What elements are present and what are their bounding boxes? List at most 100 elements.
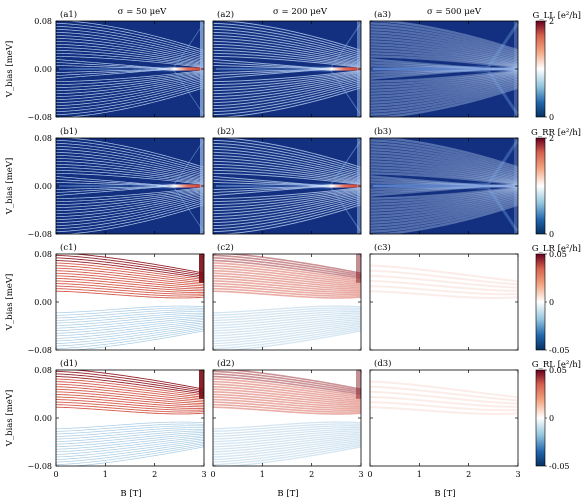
- resonance-line: [213, 40, 361, 64]
- band-edge-line: [213, 185, 361, 233]
- positive-line: [56, 378, 204, 397]
- positive-line: [213, 267, 361, 284]
- negative-line: [224, 446, 361, 466]
- panel-image: [370, 370, 518, 466]
- row-g_rl: V_bias [meV](d1)0.080.00−0.080 1 2 3(d2)0 1 2…: [5, 358, 581, 479]
- zero-bias-peak: [370, 184, 518, 188]
- resonance-line: [370, 28, 518, 58]
- x-axis-label-2: B [T]: [277, 489, 298, 499]
- negative-line: [56, 435, 204, 450]
- resonance-line: [213, 148, 361, 176]
- resonance-line: [370, 86, 518, 117]
- resonance-line: [370, 145, 518, 175]
- positive-line: [56, 272, 204, 287]
- positive-line: [56, 386, 204, 401]
- resonance-line: [370, 138, 518, 169]
- positive-line: [56, 254, 204, 276]
- colorbar-tick-label: -0.05: [549, 462, 570, 471]
- positive-line: [56, 267, 204, 284]
- negative-line: [56, 432, 204, 445]
- resonance-line: [213, 79, 361, 107]
- resonance-line: [56, 72, 204, 91]
- resonance-line: [370, 197, 518, 227]
- resonance-line: [370, 166, 518, 185]
- resonance-line: [370, 75, 518, 101]
- positive-line: [56, 383, 204, 400]
- resonance-line: [370, 37, 518, 63]
- resonance-line: [213, 34, 361, 61]
- negative-line: [213, 434, 361, 450]
- resonance-line: [56, 164, 204, 183]
- negative-line: [56, 312, 204, 324]
- resonance-line: [213, 186, 361, 200]
- negative-line: [213, 430, 361, 443]
- resonance-line: [56, 50, 204, 67]
- positive-line: [56, 262, 204, 281]
- panel-d3: (d3) 0 1 2 3: [367, 358, 520, 479]
- positive-line: [56, 275, 204, 289]
- negative-line: [224, 330, 361, 350]
- y-tick-label: 0.08: [34, 250, 52, 259]
- negative-line: [56, 441, 204, 460]
- x-axis-label-3: B [T]: [434, 489, 455, 499]
- positive-line: [56, 290, 204, 299]
- panel-b1: (b1) 0.08 0.00 −0.08: [27, 126, 205, 239]
- colorbar-tick-label: 0.05: [549, 250, 567, 259]
- resonance-line: [56, 76, 204, 100]
- y-tick-label: −0.08: [27, 462, 52, 471]
- resonance-line: [370, 191, 518, 215]
- negative-line: [71, 330, 204, 350]
- resonance-line: [56, 155, 204, 179]
- negative-line: [56, 314, 204, 326]
- resonance-line: [213, 77, 361, 104]
- x-tick-label: 3: [201, 470, 206, 479]
- resonance-line: [370, 70, 518, 89]
- panel-image: [56, 138, 204, 234]
- positive-line: [213, 388, 361, 403]
- positive-line: [213, 269, 361, 286]
- colorbar-tick-label: 2: [549, 134, 554, 143]
- edge-band: [356, 370, 361, 399]
- panel-image: [370, 254, 518, 350]
- resonance-line: [213, 201, 361, 233]
- resonance-line: [370, 154, 518, 180]
- band-edge-line: [56, 22, 204, 70]
- negative-line: [213, 323, 361, 342]
- resonance-line: [370, 201, 518, 233]
- band-edge-line: [213, 68, 361, 116]
- heatmap-background: [56, 254, 204, 350]
- resonance-line: [63, 204, 204, 234]
- negative-line: [56, 443, 204, 463]
- positive-line: [56, 406, 204, 415]
- resonance-line: [63, 87, 204, 117]
- panel-image: [56, 21, 204, 117]
- positive-line: [213, 406, 361, 415]
- resonance-line: [56, 202, 204, 232]
- resonance-line: [217, 87, 361, 117]
- resonance-line: [370, 84, 518, 116]
- x-tick-label: 1: [260, 470, 265, 479]
- negative-line: [56, 436, 204, 453]
- negative-line: [56, 311, 204, 321]
- resonance-line: [213, 172, 361, 186]
- panel-label: (b3): [374, 126, 391, 137]
- resonance-line: [56, 187, 204, 199]
- resonance-line: [370, 76, 518, 104]
- panel-d1: (d1) 0.08 0.00 −0.080 1 2 3: [27, 358, 206, 479]
- resonance-line: [213, 31, 361, 59]
- resonance-line: [56, 70, 204, 85]
- negative-line: [213, 439, 361, 458]
- resonance-line: [213, 139, 361, 171]
- resonance-line: [370, 78, 518, 107]
- resonance-line: [213, 169, 361, 185]
- resonance-line: [56, 71, 204, 88]
- x-tick-label: 0: [367, 470, 372, 479]
- resonance-line: [213, 191, 361, 215]
- y-tick-label: 0.00: [34, 65, 52, 74]
- panel-c3: (c3): [369, 242, 519, 351]
- positive-line: [370, 290, 518, 299]
- colorbar-gradient: [535, 369, 546, 467]
- resonance-line: [213, 70, 361, 86]
- y-tick-label: −0.08: [27, 346, 52, 355]
- negative-line: [56, 319, 204, 334]
